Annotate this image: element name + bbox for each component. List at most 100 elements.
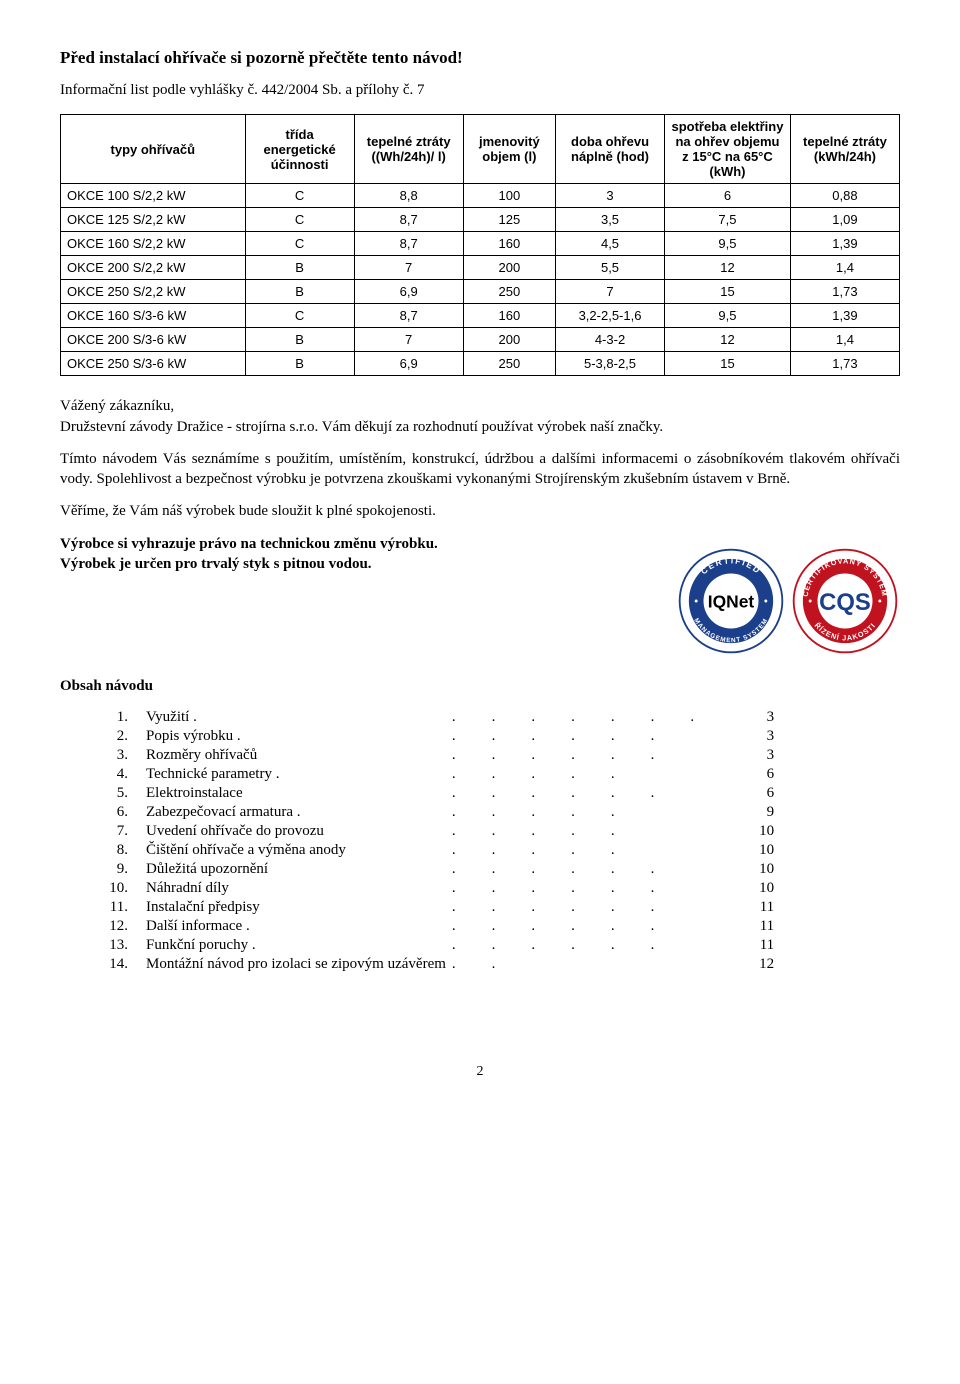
table-cell: OKCE 200 S/2,2 kW [61,256,246,280]
toc-row: 13.Funkční poruchy .. . . . . . 11 [100,936,774,955]
toc-row: 8.Čištění ohřívače a výměna anody. . . .… [100,841,774,860]
toc-row: 3.Rozměry ohřívačů. . . . . . 3 [100,746,774,765]
toc-title: Montážní návod pro izolaci se zipovým uz… [146,955,452,974]
iqnet-badge-icon: CERTIFIED MANAGEMENT SYSTEM IQNet [676,546,786,656]
table-header: třída energetické účinnosti [245,115,354,184]
table-cell: 1,39 [790,232,899,256]
table-header: jmenovitý objem (l) [463,115,555,184]
table-row: OKCE 160 S/3-6 kWC8,71603,2-2,5-1,69,51,… [61,304,900,328]
table-cell: B [245,256,354,280]
toc-page: 10 [730,879,774,898]
table-cell: 1,73 [790,280,899,304]
toc-page: 11 [730,898,774,917]
table-cell: 5,5 [555,256,664,280]
table-cell: 6,9 [354,352,463,376]
table-cell: 250 [463,280,555,304]
table-cell: 1,4 [790,256,899,280]
cqs-center-label: CQS [819,589,871,616]
toc-dots: . . . . . . [452,746,730,765]
toc-dots: . . . . . . [452,784,730,803]
table-cell: B [245,280,354,304]
table-cell: B [245,352,354,376]
table-cell: OKCE 125 S/2,2 kW [61,208,246,232]
toc-table: 1.Využití .. . . . . . . 32.Popis výrobk… [100,708,774,974]
toc-row: 6.Zabezpečovací armatura .. . . . . 9 [100,803,774,822]
table-row: OKCE 200 S/3-6 kWB72004-3-2121,4 [61,328,900,352]
toc-number: 14. [100,955,146,974]
toc-title: Uvedení ohřívače do provozu [146,822,452,841]
toc-title: Funkční poruchy . [146,936,452,955]
toc-heading: Obsah návodu [60,676,900,696]
toc-title: Zabezpečovací armatura . [146,803,452,822]
toc-heading-text: Obsah návodu [60,678,153,694]
toc-dots: . . . . . [452,765,730,784]
table-row: OKCE 160 S/2,2 kWC8,71604,59,51,39 [61,232,900,256]
toc-title: Popis výrobku . [146,727,452,746]
toc-row: 5.Elektroinstalace. . . . . . 6 [100,784,774,803]
table-cell: 200 [463,256,555,280]
toc-number: 1. [100,708,146,727]
table-cell: 250 [463,352,555,376]
table-cell: OKCE 160 S/2,2 kW [61,232,246,256]
table-cell: OKCE 250 S/3-6 kW [61,352,246,376]
toc-page: 10 [730,860,774,879]
toc-row: 4.Technické parametry .. . . . . 6 [100,765,774,784]
table-header: spotřeba elektřiny na ohřev objemu z 15°… [665,115,791,184]
toc-dots: . . . . . . [452,860,730,879]
toc-page: 10 [730,822,774,841]
table-cell: 0,88 [790,184,899,208]
toc-row: 12.Další informace .. . . . . . 11 [100,917,774,936]
table-cell: 1,4 [790,328,899,352]
toc-dots: . . . . . [452,822,730,841]
table-cell: 4,5 [555,232,664,256]
toc-row: 9.Důležitá upozornění. . . . . . 10 [100,860,774,879]
toc-row: 2.Popis výrobku .. . . . . . 3 [100,727,774,746]
toc-page: 12 [730,955,774,974]
table-header: tepelné ztráty (kWh/24h) [790,115,899,184]
table-row: OKCE 200 S/2,2 kWB72005,5121,4 [61,256,900,280]
table-cell: 8,7 [354,304,463,328]
toc-page: 3 [730,708,774,727]
spec-table: typy ohřívačůtřída energetické účinnosti… [60,114,900,376]
notice-l1: Výrobce si vyhrazuje právo na technickou… [60,536,438,552]
table-row: OKCE 100 S/2,2 kWC8,8100360,88 [61,184,900,208]
toc-number: 12. [100,917,146,936]
table-row: OKCE 250 S/2,2 kWB6,92507151,73 [61,280,900,304]
toc-number: 5. [100,784,146,803]
table-header: doba ohřevu náplně (hod) [555,115,664,184]
table-cell: 6,9 [354,280,463,304]
table-cell: 6 [665,184,791,208]
toc-dots: . . . . . [452,803,730,822]
toc-page: 6 [730,784,774,803]
toc-number: 8. [100,841,146,860]
cqs-badge-icon: CERTIFIKOVANÝ SYSTÉM ŘÍZENÍ JAKOSTI CQS [790,546,900,656]
toc-number: 4. [100,765,146,784]
toc-title: Využití . [146,708,452,727]
table-cell: C [245,208,354,232]
table-cell: 12 [665,256,791,280]
toc-page: 10 [730,841,774,860]
page-title: Před instalací ohřívače si pozorně přečt… [60,48,900,68]
toc-title: Technické parametry . [146,765,452,784]
table-cell: 160 [463,304,555,328]
page-number: 2 [60,1064,900,1080]
toc-page: 11 [730,917,774,936]
toc-row: 14.Montážní návod pro izolaci se zipovým… [100,955,774,974]
table-cell: B [245,328,354,352]
toc-title: Důležitá upozornění [146,860,452,879]
table-cell: 8,7 [354,208,463,232]
table-header: typy ohřívačů [61,115,246,184]
table-cell: 4-3-2 [555,328,664,352]
toc-page: 9 [730,803,774,822]
toc-number: 3. [100,746,146,765]
table-cell: 12 [665,328,791,352]
toc-title: Elektroinstalace [146,784,452,803]
toc-title: Čištění ohřívače a výměna anody [146,841,452,860]
table-cell: 7 [555,280,664,304]
toc-row: 7.Uvedení ohřívače do provozu. . . . . 1… [100,822,774,841]
table-cell: 3 [555,184,664,208]
table-cell: 9,5 [665,304,791,328]
table-cell: 8,7 [354,232,463,256]
table-cell: OKCE 100 S/2,2 kW [61,184,246,208]
toc-number: 9. [100,860,146,879]
